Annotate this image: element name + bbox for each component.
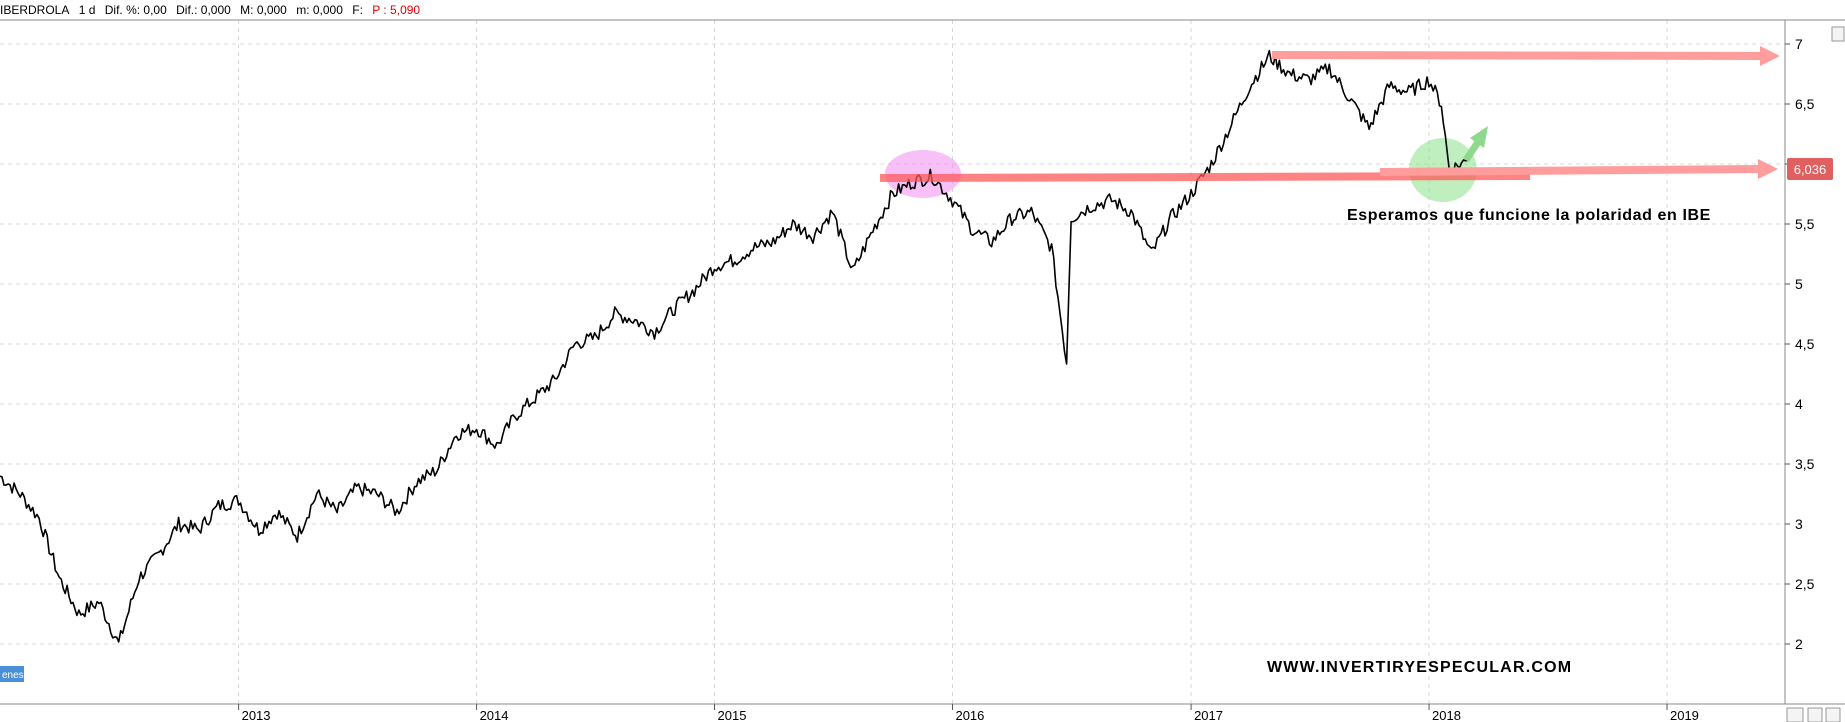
period-label: 1 d: [78, 3, 96, 17]
y-axis-ticks: 76,565,554,543,532,52: [1785, 36, 1815, 652]
x-tick-label: 2017: [1194, 708, 1223, 722]
y-tick-label: 4,5: [1795, 336, 1815, 352]
symbol-label: IBERDROLA: [0, 3, 70, 17]
corner-label: enes: [2, 670, 24, 681]
watermark-text: WWW.INVERTIRYESPECULAR.COM: [1267, 659, 1572, 676]
m2-label: m: 0,000: [296, 3, 343, 17]
current-price-label: 6,036: [1794, 162, 1827, 177]
x-tick-label: 2018: [1432, 708, 1461, 722]
x-tick-label: 2016: [955, 708, 984, 722]
current-price-tag: [1787, 158, 1833, 180]
next-button[interactable]: [1825, 707, 1841, 722]
price-label: P : 5,090: [372, 3, 421, 17]
series-line-iberdrola: [0, 49, 1468, 643]
x-tick-label: 2019: [1670, 708, 1699, 722]
x-tick-label: 2013: [242, 708, 271, 722]
dif-label: Dif.: 0,000: [176, 3, 231, 17]
annotation-text: Esperamos que funcione la polaridad en I…: [1347, 207, 1711, 224]
y-tick-label: 5,5: [1795, 216, 1815, 232]
f-label: F:: [352, 3, 363, 17]
x-tick-label: 2015: [718, 708, 747, 722]
scroll-up-button[interactable]: [1831, 26, 1845, 42]
save-button[interactable]: [1807, 707, 1823, 722]
y-tick-label: 2,5: [1795, 576, 1815, 592]
m-label: M: 0,000: [240, 3, 287, 17]
resistance-arrow-top: [1271, 46, 1780, 66]
y-tick-label: 6,5: [1795, 96, 1815, 112]
x-axis-ticks: 2013 2014 2015 2016 2017 2018 2019: [238, 704, 1699, 722]
dif-pct-label: Dif. %: 0,00: [104, 3, 167, 17]
zoom-button[interactable]: [1786, 707, 1804, 722]
y-tick-label: 2: [1795, 636, 1803, 652]
corner-label-box: [0, 666, 24, 682]
y-tick-label: 3,5: [1795, 456, 1815, 472]
chart-header: IBERDROLA 1 d Dif. %: 0,00 Dif.: 0,000 M…: [0, 0, 1845, 20]
y-tick-label: 7: [1795, 36, 1803, 52]
green-up-arrow: [1463, 126, 1488, 162]
y-tick-label: 3: [1795, 516, 1803, 532]
x-tick-label: 2014: [480, 708, 509, 722]
y-tick-label: 4: [1795, 396, 1803, 412]
y-tick-label: 5: [1795, 276, 1803, 292]
support-line: [879, 172, 1531, 182]
chart-grid: [0, 20, 1785, 704]
resistance-arrow-mid: [1379, 159, 1778, 179]
